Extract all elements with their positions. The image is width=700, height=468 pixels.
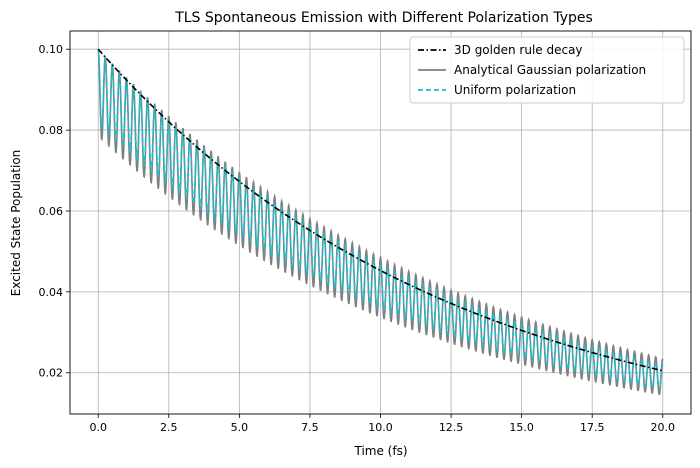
y-tick-label: 0.10	[39, 43, 64, 56]
x-tick-label: 20.0	[651, 421, 676, 434]
y-tick-label: 0.08	[39, 124, 64, 137]
y-axis-label: Excited State Population	[9, 150, 23, 297]
x-tick-label: 15.0	[509, 421, 534, 434]
series-line-0	[97, 48, 663, 372]
y-tick-label: 0.02	[39, 367, 64, 380]
x-axis-label: Time (fs)	[353, 444, 407, 458]
chart-title: TLS Spontaneous Emission with Different …	[174, 10, 593, 26]
legend-label: Uniform polarization	[454, 83, 576, 97]
x-tick-label: 0.0	[89, 421, 107, 434]
series-line-2	[97, 51, 664, 390]
y-tick-label: 0.06	[39, 205, 64, 218]
series-layer	[97, 48, 664, 396]
x-tick-label: 17.5	[580, 421, 605, 434]
legend-label: Analytical Gaussian polarization	[454, 63, 646, 77]
x-tick-label: 5.0	[231, 421, 249, 434]
x-tick-label: 7.5	[301, 421, 319, 434]
legend-label: 3D golden rule decay	[454, 43, 583, 57]
x-tick-label: 12.5	[439, 421, 464, 434]
x-axis-ticks: 0.0 2.5 5.0 7.5 10.0 12.5 15.0 17.5 20.0	[89, 414, 675, 434]
legend-box	[409, 36, 685, 104]
x-tick-label: 2.5	[160, 421, 178, 434]
x-tick-label: 10.0	[368, 421, 393, 434]
legend: 3D golden rule decay Analytical Gaussian …	[409, 36, 685, 104]
y-tick-label: 0.04	[39, 286, 64, 299]
y-axis-ticks: 0.02 0.04 0.06 0.08 0.10	[39, 43, 70, 380]
